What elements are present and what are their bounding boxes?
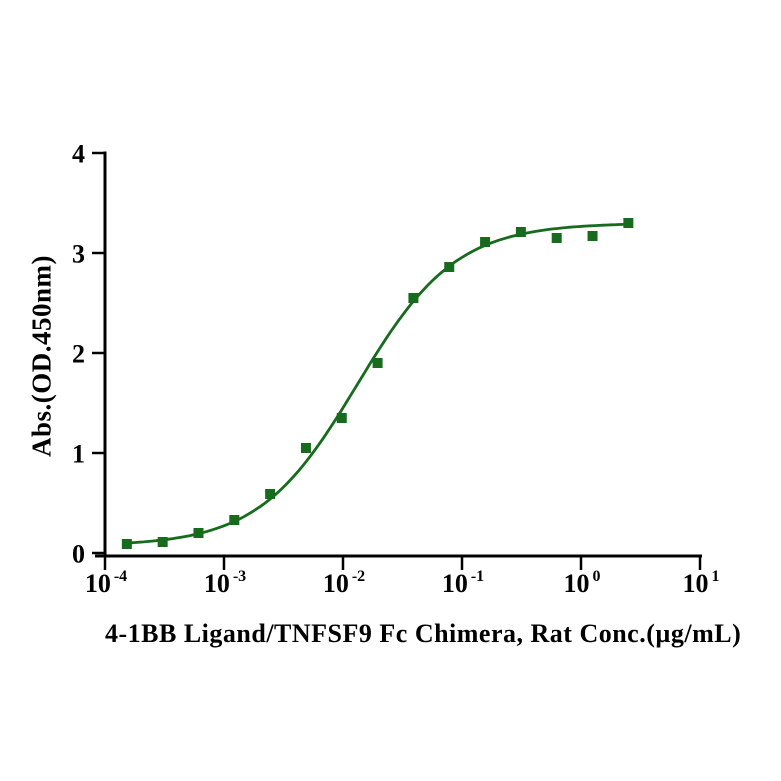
fit-curve xyxy=(125,222,630,545)
x-axis-title: 4-1BB Ligand/TNFSF9 Fc Chimera, Rat Conc… xyxy=(105,619,742,648)
data-point-marker xyxy=(408,293,419,303)
y-axis-title: Abs.(OD.450nm) xyxy=(26,254,57,458)
data-point-marker xyxy=(265,489,276,499)
data-point-marker xyxy=(336,413,347,423)
x-tick-label: 10 -3 xyxy=(204,568,246,598)
data-point-marker xyxy=(587,231,598,241)
y-tick-label: 4 xyxy=(72,139,85,168)
x-tick-label: 10 -4 xyxy=(85,568,127,598)
data-point-marker xyxy=(515,227,526,237)
data-point-marker xyxy=(480,237,491,247)
data-point-marker xyxy=(157,537,168,547)
data-point-marker xyxy=(193,528,204,538)
x-tick-label: 10 -1 xyxy=(442,568,484,598)
data-point-marker xyxy=(444,262,455,272)
data-point-marker xyxy=(300,443,311,453)
data-point-marker xyxy=(551,233,562,243)
data-point-marker xyxy=(623,218,634,228)
x-tick-label: 10 1 xyxy=(683,568,720,598)
x-tick-label: 10 0 xyxy=(564,568,601,598)
data-point-marker xyxy=(121,539,132,549)
y-tick-label: 0 xyxy=(72,539,85,568)
data-point-marker xyxy=(372,358,383,368)
y-tick-label: 2 xyxy=(72,339,85,368)
data-point-marker xyxy=(229,515,240,525)
x-tick-label: 10 -2 xyxy=(323,568,365,598)
y-tick-label: 3 xyxy=(72,239,85,268)
y-tick-label: 1 xyxy=(72,439,85,468)
